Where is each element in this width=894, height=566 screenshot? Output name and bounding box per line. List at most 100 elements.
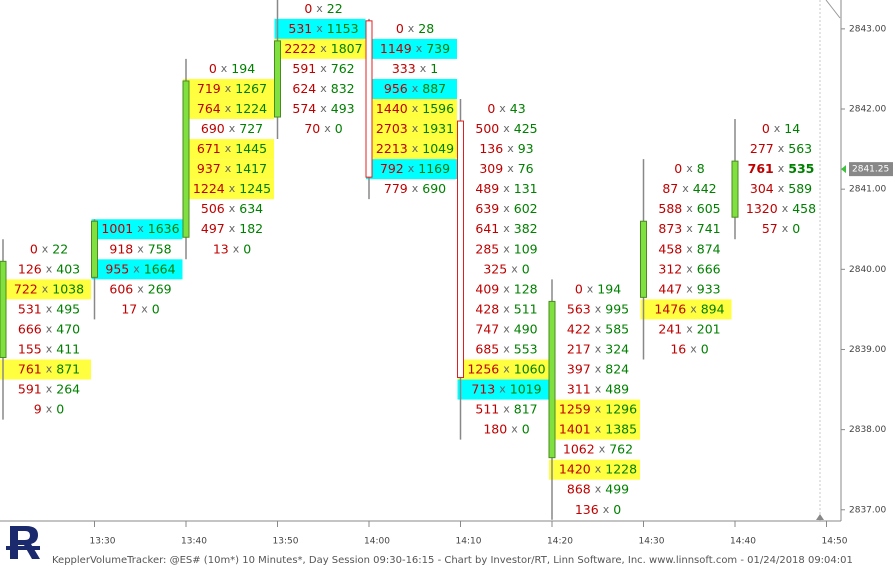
level-highlight [549,459,640,480]
level-row: 671 x 1445 [197,141,267,156]
level-row: 277 x 563 [750,141,812,156]
ask-volume: 1267 [235,80,267,95]
bid-volume: 217 [567,341,591,356]
bid-volume: 241 [658,321,682,336]
separator: x [320,102,327,115]
bid-volume: 422 [567,321,591,336]
ask-volume: 109 [514,241,538,256]
bid-volume: 641 [475,221,499,236]
bid-volume: 955 [105,261,129,276]
separator: x [229,202,236,215]
footer: KepplerVolumeTracker: @ES# (10m*) 10 Min… [52,555,853,566]
level-row: 0 x 22 [30,241,68,256]
separator: x [595,302,602,315]
ask-volume: 425 [514,121,538,136]
separator: x [225,142,232,155]
ask-volume: 1636 [148,221,180,236]
separator: x [316,2,323,15]
level-highlight [640,299,732,320]
separator: x [686,242,693,255]
separator: x [503,342,510,355]
level-row: 180 x 0 [483,421,529,436]
y-tick-label: 2840.00 [849,265,886,275]
separator: x [774,122,781,135]
separator: x [42,242,49,255]
ask-volume: 933 [697,281,721,296]
separator: x [412,102,419,115]
bid-volume: 1320 [746,201,778,216]
level-row: 641 x 382 [475,221,537,236]
x-tick-label: 13:40 [181,537,207,547]
level-row: 761 x 535 [748,161,815,176]
separator: x [690,342,697,355]
level-row: 591 x 264 [18,381,80,396]
level-row: 0 x 194 [575,281,621,296]
level-row: 639 x 602 [475,201,537,216]
separator: x [503,242,510,255]
level-row: 428 x 511 [475,301,537,316]
ask-volume: 0 [613,501,621,516]
ask-volume: 269 [148,281,172,296]
separator: x [503,182,510,195]
bid-volume: 0 [396,20,404,35]
level-row: 574 x 493 [292,101,354,116]
candle-body [365,20,373,178]
separator: x [587,282,594,295]
ask-volume: 1664 [144,261,176,276]
separator: x [233,242,240,255]
ask-volume: 605 [697,201,721,216]
level-row: 690 x 727 [201,121,263,136]
bid-volume: 747 [475,321,499,336]
ask-volume: 264 [56,381,80,396]
ask-volume: 1445 [235,141,267,156]
level-row: 1401 x 1385 [559,421,637,436]
bid-volume: 458 [658,241,682,256]
candle-body [640,220,647,298]
level-highlight [457,359,549,380]
separator: x [686,202,693,215]
level-row: 0 x 43 [487,101,525,116]
bid-volume: 937 [197,161,221,176]
separator: x [499,383,506,396]
bid-volume: 719 [197,80,221,95]
level-row: 497 x 182 [201,221,263,236]
ask-volume: 741 [697,221,721,236]
ask-volume: 1224 [235,101,267,116]
level-row: 136 x 0 [575,501,621,516]
ask-volume: 493 [331,101,355,116]
bid-volume: 1401 [559,421,591,436]
bid-volume: 1256 [467,361,499,376]
separator: x [595,403,602,416]
level-row: 500 x 425 [475,121,537,136]
level-highlight [274,38,366,59]
separator: x [229,122,236,135]
separator: x [46,383,53,396]
bid-volume: 868 [567,481,591,496]
separator: x [46,322,53,335]
separator: x [46,363,53,376]
bid-volume: 574 [292,101,316,116]
level-row: 1149 x 739 [380,40,450,55]
separator: x [320,82,327,95]
ask-volume: 1417 [235,161,267,176]
level-row: 606 x 269 [109,281,171,296]
candle-body [548,300,556,459]
level-row: 57 x 0 [762,221,800,236]
ask-volume: 14 [784,121,800,136]
separator: x [221,62,228,75]
level-row: 333 x 1 [392,60,438,75]
separator: x [499,102,506,115]
separator: x [420,62,427,75]
bid-volume: 2703 [376,121,408,136]
separator: x [408,162,415,175]
bid-volume: 779 [384,181,408,196]
ask-volume: 8 [697,161,705,176]
bid-volume: 0 [762,121,770,136]
level-highlight [366,139,457,160]
level-row: 792 x 1169 [380,161,450,176]
bid-volume: 428 [475,301,499,316]
ask-volume: 553 [514,341,538,356]
separator: x [595,363,602,376]
level-row: 868 x 499 [567,481,629,496]
